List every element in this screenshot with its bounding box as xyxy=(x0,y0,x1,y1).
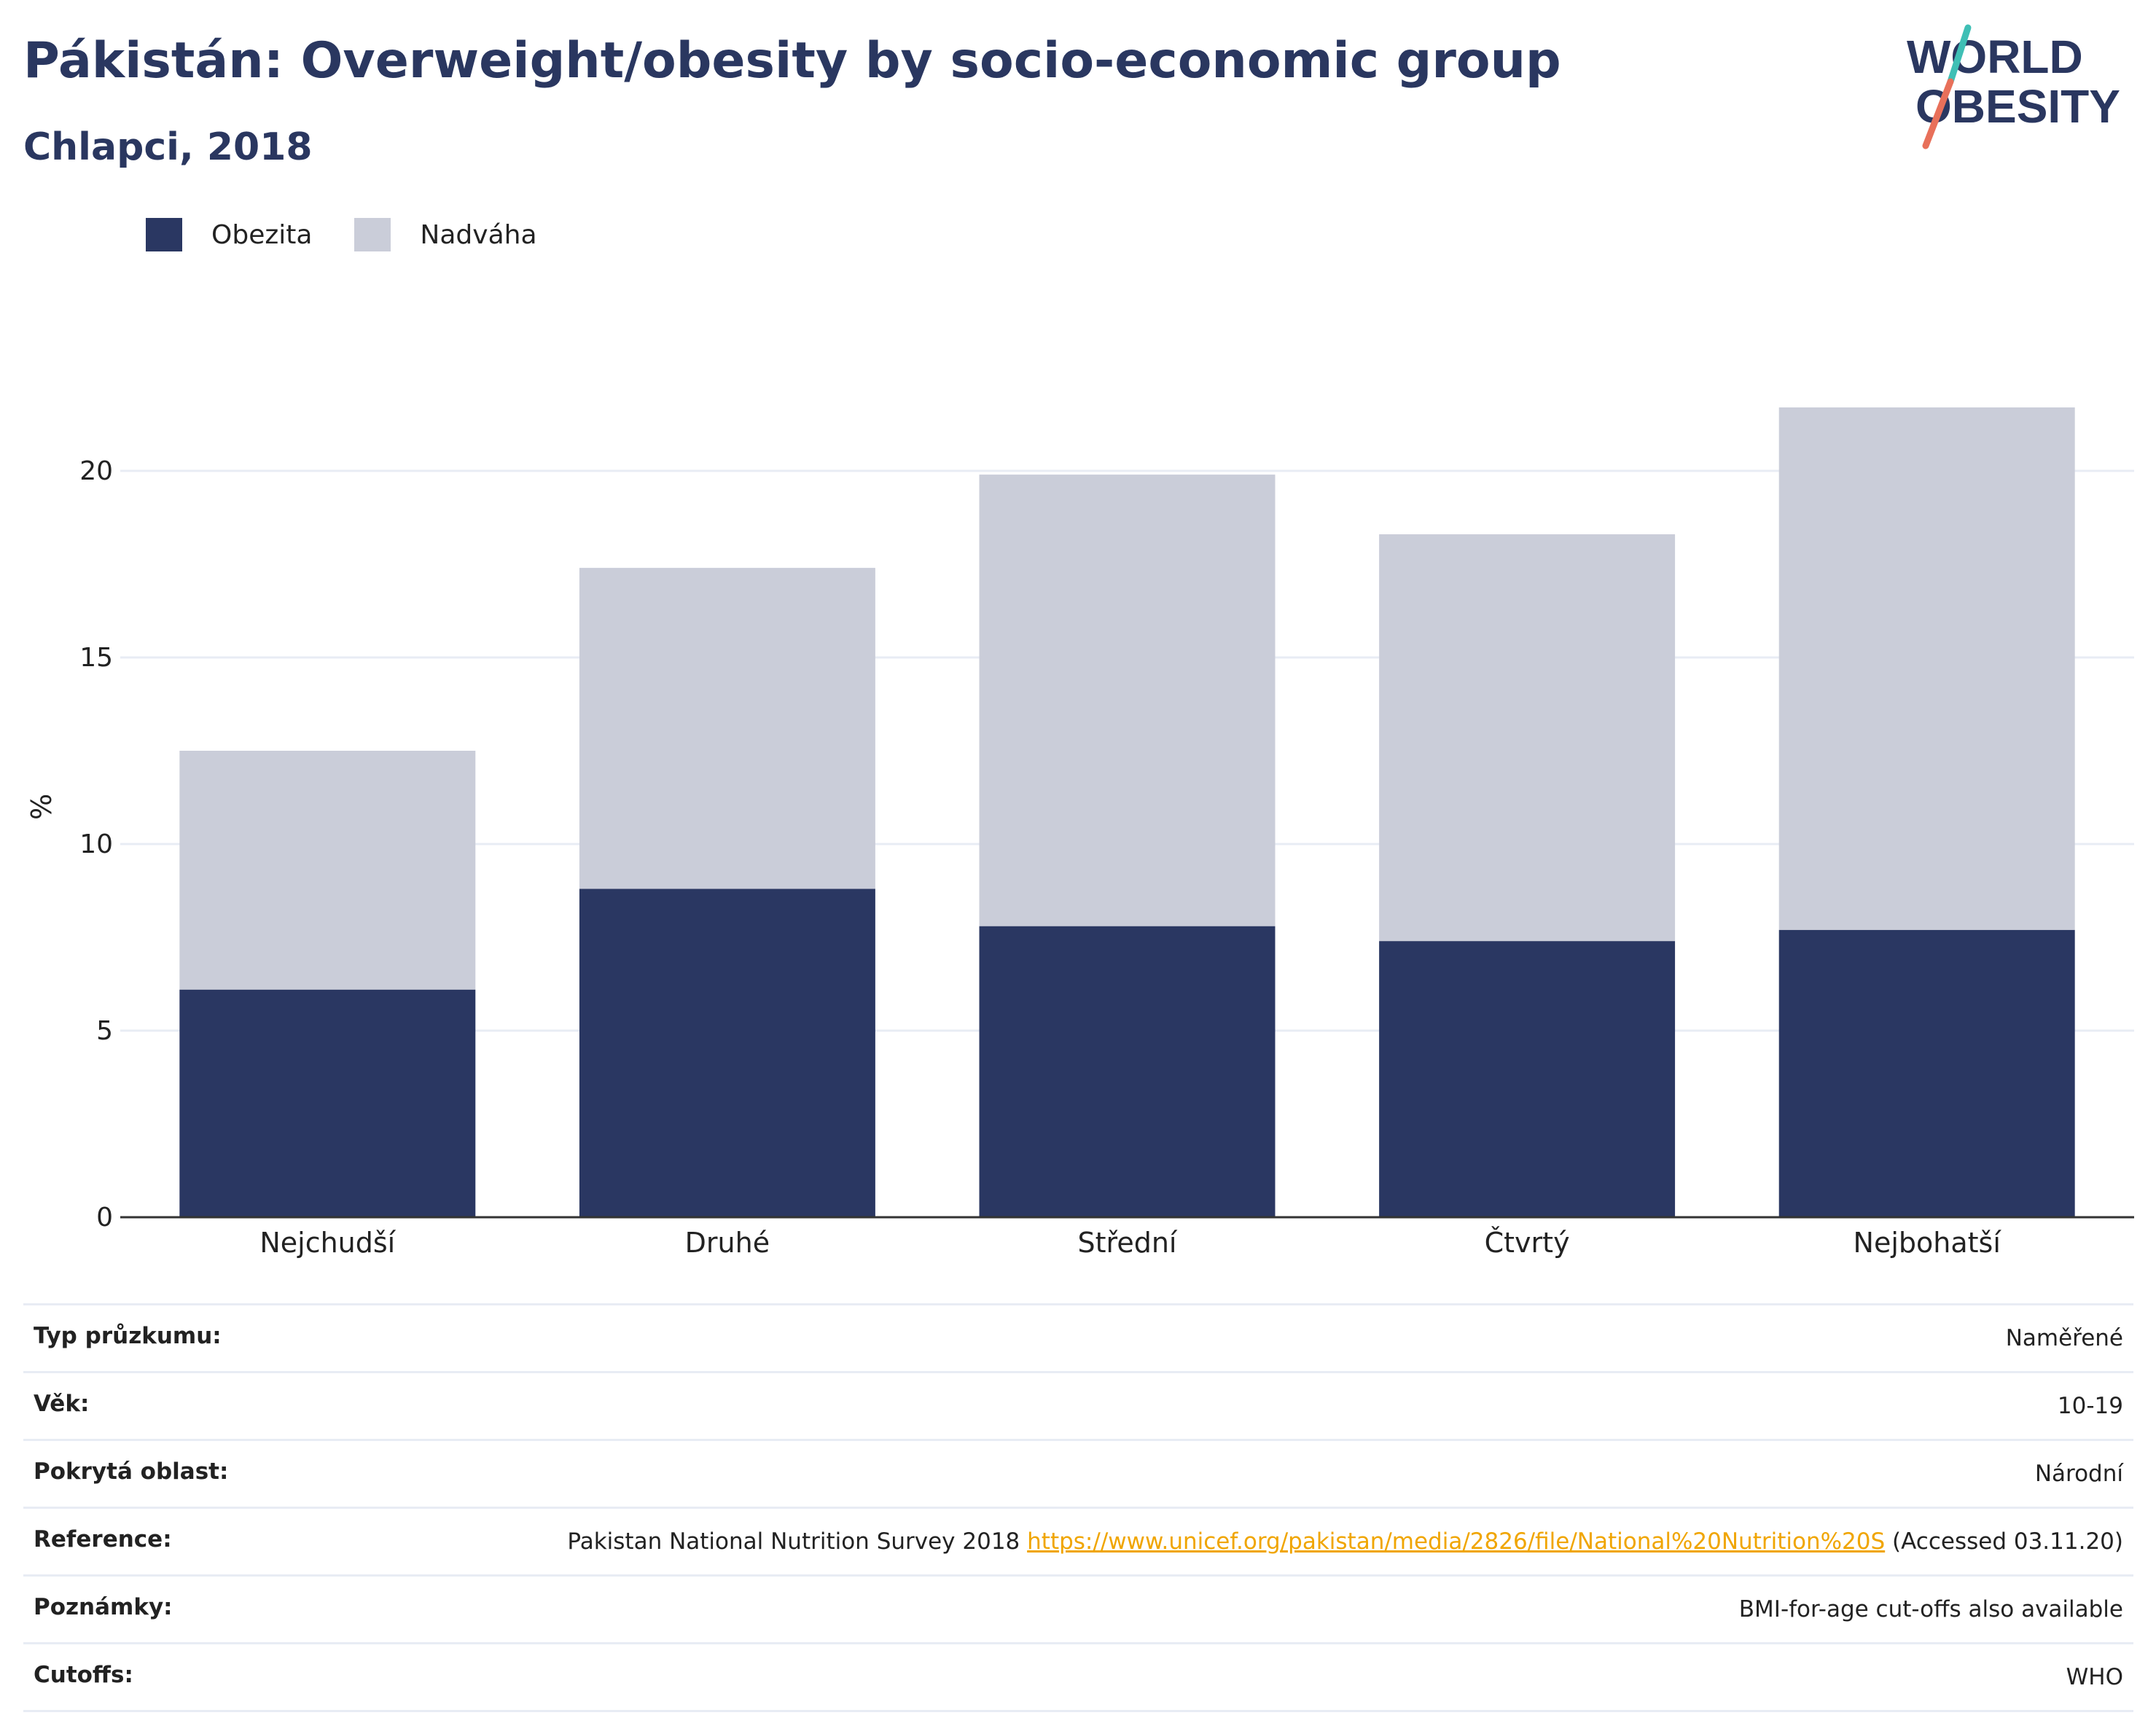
details-value: BMI-for-age cut-offs also available xyxy=(1738,1596,2123,1622)
stacked-bar-chart: 0 5 10 15 20% Nejchudší Druhé Střední Čtvrtý Nejb… xyxy=(26,407,2134,1259)
bar-nadvaha xyxy=(179,751,476,990)
bar-nadvaha xyxy=(1379,534,1676,942)
details-label: Reference: xyxy=(34,1526,172,1553)
logo-word-1: WORLD xyxy=(1907,31,2083,83)
details-row: Pokrytá oblast: Národní xyxy=(23,1439,2133,1507)
reference-accessed: (Accessed 03.11.20) xyxy=(1892,1528,2123,1555)
legend-item-nadvaha[interactable]: Nadváha xyxy=(354,218,537,251)
details-row: Typ průzkumu: Naměřené xyxy=(23,1303,2133,1371)
y-tick-label: 10 xyxy=(79,829,113,859)
legend-label-obezita: Obezita xyxy=(211,219,313,250)
y-tick-label: 0 xyxy=(96,1203,113,1233)
x-tick-label: Čtvrtý xyxy=(1485,1227,1570,1259)
reference-link[interactable]: https://www.unicef.org/pakistan/media/28… xyxy=(1027,1528,1886,1555)
logo-slash-teal xyxy=(1947,24,1972,85)
reference-text: Pakistan National Nutrition Survey 2018 xyxy=(567,1528,1020,1555)
details-value: Národní xyxy=(2034,1461,2123,1487)
bar-obezita xyxy=(579,889,875,1217)
y-tick-label: 15 xyxy=(79,643,113,673)
x-tick-label: Druhé xyxy=(685,1227,770,1259)
bar-nadvaha xyxy=(1778,407,2075,930)
bar-nadvaha xyxy=(579,568,875,889)
legend-swatch-nadvaha xyxy=(354,218,391,251)
page-title: Pákistán: Overweight/obesity by socio-ec… xyxy=(23,32,1561,90)
details-label: Věk: xyxy=(34,1391,90,1417)
details-value: WHO xyxy=(2066,1664,2123,1690)
y-axis-label: % xyxy=(26,794,58,820)
x-tick-label: Nejbohatší xyxy=(1854,1227,2002,1259)
bar-obezita xyxy=(1778,929,2075,1217)
details-value: Pakistan National Nutrition Survey 2018 … xyxy=(567,1526,2123,1557)
details-row: Cutoffs: WHO xyxy=(23,1642,2133,1712)
details-label: Pokrytá oblast: xyxy=(34,1458,229,1485)
details-label: Typ průzkumu: xyxy=(34,1323,222,1349)
bar-obezita xyxy=(179,989,476,1217)
chart-legend: Obezita Nadváha xyxy=(146,216,579,254)
y-tick-label: 20 xyxy=(79,456,113,486)
page-subtitle: Chlapci, 2018 xyxy=(23,125,313,169)
details-value: Naměřené xyxy=(2005,1325,2123,1351)
y-tick-label: 5 xyxy=(96,1016,113,1046)
world-obesity-logo: WORLD OBESITY xyxy=(1907,24,2120,149)
legend-label-nadvaha: Nadváha xyxy=(420,219,537,250)
bar-nadvaha xyxy=(979,474,1276,926)
details-label: Poznámky: xyxy=(34,1594,173,1620)
bar-obezita xyxy=(979,926,1276,1217)
legend-item-obezita[interactable]: Obezita xyxy=(146,218,312,251)
details-label: Cutoffs: xyxy=(34,1662,133,1688)
details-row: Reference: Pakistan National Nutrition S… xyxy=(23,1507,2133,1574)
details-row: Poznámky: BMI-for-age cut-offs also avai… xyxy=(23,1574,2133,1642)
details-row: Věk: 10-19 xyxy=(23,1371,2133,1439)
x-tick-label: Střední xyxy=(1078,1227,1178,1259)
details-table: Typ průzkumu: Naměřené Věk: 10-19 Pokryt… xyxy=(23,1303,2133,1712)
logo-slash-coral xyxy=(1922,78,1954,149)
bar-obezita xyxy=(1379,941,1676,1217)
legend-swatch-obezita xyxy=(146,218,182,251)
details-value: 10-19 xyxy=(2057,1393,2123,1419)
x-tick-label: Nejchudší xyxy=(259,1227,396,1259)
